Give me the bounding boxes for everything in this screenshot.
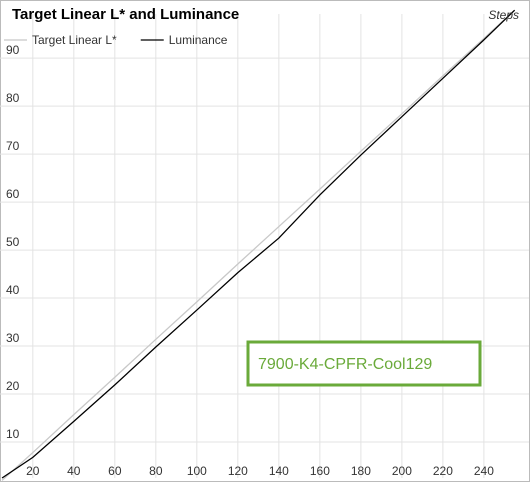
x-tick-label: 100 xyxy=(187,464,207,478)
line xyxy=(1,9,516,479)
x-tick-label: 120 xyxy=(228,464,248,478)
x-tick-label: 20 xyxy=(26,464,40,478)
x-tick-label: 80 xyxy=(149,464,163,478)
y-tick-label: 40 xyxy=(6,283,20,297)
x-tick-label: 40 xyxy=(67,464,81,478)
annotation-border xyxy=(246,340,482,387)
x-tick-label: 160 xyxy=(310,464,330,478)
y-tick-label: 70 xyxy=(6,139,20,153)
chart-title: Target Linear L* and Luminance xyxy=(12,6,239,23)
y-tick-label: 10 xyxy=(6,427,20,441)
y-tick-label: 90 xyxy=(6,43,20,57)
x-tick-label: 140 xyxy=(269,464,289,478)
y-tick-label: 50 xyxy=(6,235,20,249)
x-tick-label: 240 xyxy=(474,464,494,478)
x-tick-label: 60 xyxy=(108,464,122,478)
annotation-box: 7900-K4-CPFR-Cool129 xyxy=(246,340,482,387)
y-tick-label: 30 xyxy=(6,331,20,345)
x-tick-label: 200 xyxy=(392,464,412,478)
y-tick-label: 60 xyxy=(6,187,20,201)
legend-label: Luminance xyxy=(169,33,228,47)
y-tick-label: 20 xyxy=(6,379,20,393)
x-axis-label: Steps xyxy=(488,8,519,22)
x-tick-label: 180 xyxy=(351,464,371,478)
y-tick-label: 80 xyxy=(6,91,20,105)
x-tick-label: 220 xyxy=(433,464,453,478)
legend-label: Target Linear L* xyxy=(32,33,117,47)
annotation: 7900-K4-CPFR-Cool129 xyxy=(258,356,432,373)
line xyxy=(1,9,516,481)
